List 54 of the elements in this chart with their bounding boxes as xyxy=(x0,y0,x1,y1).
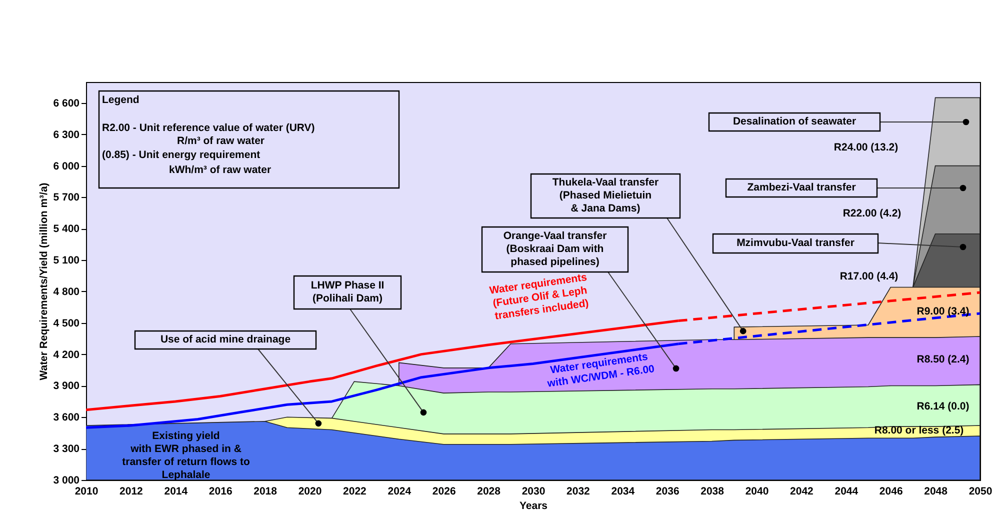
x-tick-label: 2038 xyxy=(700,486,724,498)
annotation: R22.00 (4.2) xyxy=(842,208,902,220)
x-tick-label: 2010 xyxy=(74,486,98,498)
y-tick-label: 3 000 xyxy=(53,474,80,486)
x-tick-label: 2024 xyxy=(388,486,412,498)
x-tick-label: 2036 xyxy=(656,486,680,498)
x-tick-label: 2016 xyxy=(208,486,232,498)
x-axis-title: Years xyxy=(519,500,548,512)
x-tick-label: 2018 xyxy=(254,486,278,498)
annotation: R17.00 (4.4) xyxy=(840,270,898,282)
annotation: Mzimvubu-Vaal transfer xyxy=(736,237,854,249)
x-tick-label: 2046 xyxy=(879,486,903,498)
annotation: Use of acid mine drainage xyxy=(160,334,291,346)
x-tick-label: 2044 xyxy=(834,486,858,498)
text: Legend R2.00 - Unit reference value of water (URV) R/m³ of raw water (0.85) - Unit energy requirement kWh/m³ of raw water xyxy=(102,94,315,176)
annotation: Thukela-Vaal transfer (Phased Mielietuin & Jana Dams) xyxy=(552,176,659,214)
x-tick-label: 2022 xyxy=(343,486,367,498)
x-tick-label: 2026 xyxy=(432,486,456,498)
x-tick-label: 2040 xyxy=(745,486,769,498)
x-tick-label: 2042 xyxy=(790,486,814,498)
y-tick-label: 4 500 xyxy=(53,317,80,330)
y-tick-label: 5 400 xyxy=(53,223,80,236)
y-tick-label: 4 800 xyxy=(53,286,80,298)
annotation: R9.00 (3.4) xyxy=(916,306,970,318)
y-tick-label: 6 000 xyxy=(53,160,80,172)
x-tick-label: 2034 xyxy=(611,486,635,498)
y-tick-label: 3 600 xyxy=(53,412,80,424)
x-tick-label: 2032 xyxy=(566,486,590,498)
annotation: R8.00 or less (2.5) xyxy=(874,424,964,436)
annotation: R6.14 (0.0) xyxy=(916,400,970,412)
x-tick-label: 2012 xyxy=(120,486,144,498)
annotation: Existing yield with EWR phased in & transfer of return flows to Lephalale xyxy=(122,430,250,481)
y-tick-label: 3 300 xyxy=(53,443,80,456)
x-tick-label: 2030 xyxy=(522,486,546,498)
y-axis-title: Water Requirements/Yield (million m³/a) xyxy=(38,182,50,380)
x-tick-label: 2050 xyxy=(968,486,992,498)
annotation: Water requirements with WC/WDM - R6.00 xyxy=(546,350,656,390)
annotation: LHWP Phase II (Polihali Dam) xyxy=(310,280,384,304)
x-tick-label: 2020 xyxy=(298,486,322,498)
annotation: Water requirements (Future Olif & Leph transfers included) xyxy=(488,271,590,322)
y-tick-label: 5 700 xyxy=(53,192,80,204)
annotation: R8.50 (2.4) xyxy=(916,354,970,366)
annotation: R24.00 (13.2) xyxy=(834,142,898,154)
x-tick-label: 2014 xyxy=(164,486,188,498)
y-tick-label: 6 600 xyxy=(53,97,80,110)
y-tick-label: 4 200 xyxy=(53,348,80,361)
y-tick-label: 5 100 xyxy=(53,254,80,267)
x-tick-label: 2028 xyxy=(477,486,501,498)
y-tick-label: 3 900 xyxy=(53,380,80,392)
annotation: Desalination of seawater xyxy=(732,116,856,128)
x-tick-label: 2048 xyxy=(924,486,948,498)
annotation: Zambezi-Vaal transfer xyxy=(747,182,856,194)
y-tick-label: 6 300 xyxy=(53,128,80,141)
annotation: Orange-Vaal transfer (Boskraai Dam with phased pipelines) xyxy=(503,230,607,268)
